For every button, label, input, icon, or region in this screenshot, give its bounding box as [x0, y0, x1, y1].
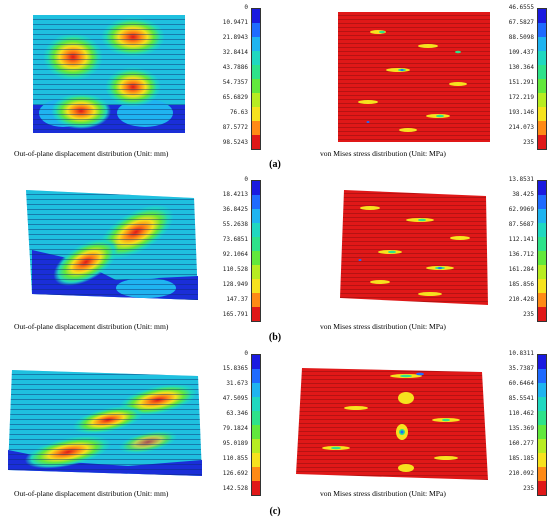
tick-label: 130.364 — [508, 64, 534, 71]
tick-label: 0 — [244, 176, 248, 183]
displacement-caption-c: Out-of-plane displacement distribution (… — [14, 489, 169, 498]
displacement-colorbar-ticks-c: 0 15.8365 31.673 47.5095 63.346 79.1824 … — [206, 350, 248, 496]
tick-label: 235 — [523, 139, 534, 146]
displacement-colorbar-c — [251, 354, 261, 496]
tick-label: 112.141 — [508, 236, 534, 243]
tick-label: 47.5095 — [222, 395, 248, 402]
panel-label-c: (c) — [269, 506, 281, 517]
tick-label: 87.5687 — [508, 221, 534, 228]
tick-label: 110.855 — [222, 455, 248, 462]
tick-label: 0 — [244, 350, 248, 357]
tick-label: 235 — [523, 311, 534, 318]
tick-label: 87.5772 — [222, 124, 248, 131]
tick-label: 32.8414 — [222, 49, 248, 56]
stress-colorbar-a — [537, 8, 547, 150]
tick-label: 76.63 — [229, 109, 248, 116]
stress-colorbar-ticks-c: 10.8311 35.7387 60.6464 85.5541 110.462 … — [490, 350, 534, 496]
tick-label: 55.2638 — [222, 221, 248, 228]
tick-label: 193.146 — [508, 109, 534, 116]
tick-label: 36.8425 — [222, 206, 248, 213]
tick-label: 214.073 — [508, 124, 534, 131]
stress-caption-b: von Mises stress distribution (Unit: MPa… — [320, 322, 446, 331]
tick-label: 110.462 — [508, 410, 534, 417]
tick-label: 126.692 — [222, 470, 248, 477]
tick-label: 151.291 — [508, 79, 534, 86]
tick-label: 210.092 — [508, 470, 534, 477]
tick-label: 172.219 — [508, 94, 534, 101]
tick-label: 88.5098 — [508, 34, 534, 41]
tick-label: 0 — [244, 4, 248, 11]
stress-caption-c: von Mises stress distribution (Unit: MPa… — [320, 489, 446, 498]
tick-label: 79.1824 — [222, 425, 248, 432]
displacement-colorbar-ticks-a: 0 10.9471 21.8943 32.8414 43.7886 54.735… — [206, 4, 248, 150]
tick-label: 13.8531 — [508, 176, 534, 183]
stress-contour-a — [338, 12, 490, 142]
tick-label: 54.7357 — [222, 79, 248, 86]
tick-label: 65.6829 — [222, 94, 248, 101]
stress-contour-b — [340, 190, 488, 305]
tick-label: 18.4213 — [222, 191, 248, 198]
tick-label: 62.9969 — [508, 206, 534, 213]
tick-label: 85.5541 — [508, 395, 534, 402]
tick-label: 128.949 — [222, 281, 248, 288]
displacement-contour-b — [26, 190, 198, 300]
tick-label: 43.7886 — [222, 64, 248, 71]
tick-label: 67.5827 — [508, 19, 534, 26]
stress-caption-a: von Mises stress distribution (Unit: MPa… — [320, 149, 446, 158]
tick-label: 21.8943 — [222, 34, 248, 41]
tick-label: 46.6555 — [508, 4, 534, 11]
displacement-colorbar-b — [251, 180, 261, 322]
tick-label: 210.428 — [508, 296, 534, 303]
tick-label: 110.528 — [222, 266, 248, 273]
tick-label: 142.528 — [222, 485, 248, 492]
tick-label: 165.791 — [222, 311, 248, 318]
tick-label: 15.8365 — [222, 365, 248, 372]
stress-colorbar-b — [537, 180, 547, 322]
tick-label: 136.712 — [508, 251, 534, 258]
tick-label: 135.369 — [508, 425, 534, 432]
tick-label: 10.9471 — [222, 19, 248, 26]
displacement-colorbar-a — [251, 8, 261, 150]
tick-label: 60.6464 — [508, 380, 534, 387]
panel-label-a: (a) — [269, 159, 281, 170]
tick-label: 38.425 — [512, 191, 534, 198]
tick-label: 63.346 — [226, 410, 248, 417]
tick-label: 10.8311 — [508, 350, 534, 357]
panel-label-b: (b) — [268, 332, 282, 343]
tick-label: 109.437 — [508, 49, 534, 56]
tick-label: 95.0189 — [222, 440, 248, 447]
tick-label: 161.284 — [508, 266, 534, 273]
tick-label: 185.856 — [508, 281, 534, 288]
tick-label: 235 — [523, 485, 534, 492]
displacement-contour-c — [8, 370, 202, 476]
stress-colorbar-ticks-b: 13.8531 38.425 62.9969 87.5687 112.141 1… — [490, 176, 534, 322]
displacement-colorbar-ticks-b: 0 18.4213 36.8425 55.2638 73.6851 92.106… — [206, 176, 248, 322]
stress-contour-c — [296, 368, 488, 480]
displacement-contour-a — [33, 15, 185, 133]
displacement-caption-b: Out-of-plane displacement distribution (… — [14, 322, 169, 331]
tick-label: 73.6851 — [222, 236, 248, 243]
stress-colorbar-ticks-a: 46.6555 67.5827 88.5098 109.437 130.364 … — [490, 4, 534, 150]
stress-colorbar-c — [537, 354, 547, 496]
tick-label: 31.673 — [226, 380, 248, 387]
tick-label: 185.185 — [508, 455, 534, 462]
tick-label: 35.7387 — [508, 365, 534, 372]
displacement-caption-a: Out-of-plane displacement distribution (… — [14, 149, 169, 158]
tick-label: 147.37 — [226, 296, 248, 303]
tick-label: 92.1064 — [222, 251, 248, 258]
tick-label: 160.277 — [508, 440, 534, 447]
tick-label: 98.5243 — [222, 139, 248, 146]
